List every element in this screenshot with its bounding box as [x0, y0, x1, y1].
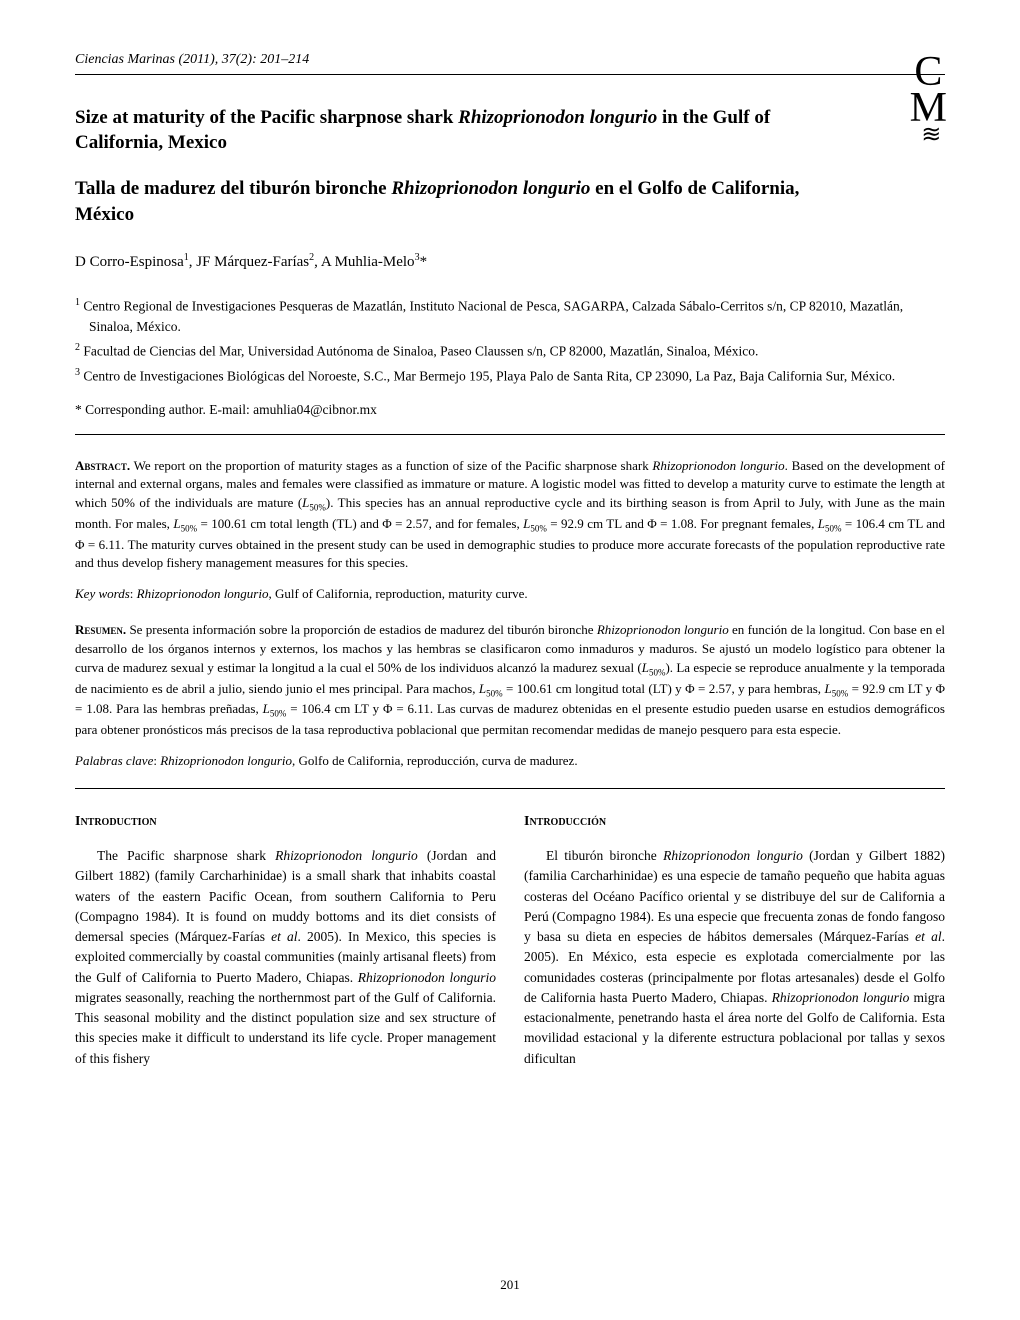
- journal-header: Ciencias Marinas (2011), 37(2): 201–214: [75, 50, 945, 70]
- title-en-pre: Size at maturity of the Pacific sharpnos…: [75, 107, 458, 128]
- authors: D Corro-Espinosa1, JF Márquez-Farías2, A…: [75, 251, 945, 273]
- intro-es-sp2: Rhizoprionodon longurio: [772, 990, 910, 1005]
- title-block: Size at maturity of the Pacific sharpnos…: [75, 105, 945, 228]
- title-spanish: Talla de madurez del tiburón bironche Rh…: [75, 176, 825, 227]
- title-en-species: Rhizoprionodon longurio: [458, 107, 657, 128]
- affiliation-2: 2 Facultad de Ciencias del Mar, Universi…: [75, 340, 945, 362]
- header-rule: [75, 74, 945, 75]
- abstract-spanish: Resumen. Se presenta información sobre l…: [75, 621, 945, 739]
- journal-name: Ciencias Marinas: [75, 52, 175, 67]
- author-1: D Corro-Espinosa: [75, 254, 184, 270]
- title-es-pre: Talla de madurez del tiburón bironche: [75, 178, 391, 199]
- intro-en-sp2: Rhizoprionodon longurio: [358, 970, 496, 985]
- logo-m: M: [910, 91, 945, 127]
- intro-en-sp: Rhizoprionodon longurio: [275, 848, 418, 863]
- two-column-body: Introduction The Pacific sharpnose shark…: [75, 811, 945, 1069]
- author-star: *: [420, 254, 428, 270]
- affil-2-text: Facultad de Ciencias del Mar, Universida…: [80, 344, 758, 359]
- journal-year: (2011): [178, 52, 214, 67]
- kw-en-sp: Rhizoprionodon longurio: [137, 586, 269, 601]
- keywords-spanish: Palabras clave: Rhizoprionodon longurio,…: [75, 752, 945, 770]
- abs-es-L1: L: [642, 660, 649, 675]
- abstract-top-rule: [75, 434, 945, 435]
- intro-en-para: The Pacific sharpnose shark Rhizoprionod…: [75, 846, 496, 1069]
- abs-es-sub1: 50%: [649, 668, 666, 678]
- kw-en-sep: :: [130, 586, 137, 601]
- intro-es-heading: Introducción: [524, 811, 945, 832]
- page-number: 201: [0, 1276, 1020, 1294]
- kw-en-label: Key words: [75, 586, 130, 601]
- abs-es-sub2: 50%: [486, 688, 503, 698]
- abstract-english: Abstract. We report on the proportion of…: [75, 457, 945, 574]
- affil-3-text: Centro de Investigaciones Biológicas del…: [80, 368, 895, 383]
- corresponding-author: * Corresponding author. E-mail: amuhlia0…: [75, 401, 945, 420]
- column-right: Introducción El tiburón bironche Rhizopr…: [524, 811, 945, 1069]
- abs-en-sub1: 50%: [309, 503, 326, 513]
- abstract-en-label: Abstract.: [75, 458, 130, 473]
- abs-en-L2: L: [173, 516, 180, 531]
- affiliation-1: 1 Centro Regional de Investigaciones Pes…: [75, 295, 945, 337]
- abs-en-L4: L: [818, 516, 825, 531]
- column-left: Introduction The Pacific sharpnose shark…: [75, 811, 496, 1069]
- abs-en-sub4: 50%: [825, 523, 842, 533]
- abs-es-L4: L: [263, 701, 270, 716]
- title-es-species: Rhizoprionodon longurio: [391, 178, 590, 199]
- kw-es-sp: Rhizoprionodon longurio: [160, 753, 292, 768]
- keywords-english: Key words: Rhizoprionodon longurio, Gulf…: [75, 585, 945, 603]
- abs-en-sp: Rhizoprionodon longurio: [652, 458, 784, 473]
- intro-es-t1: El tiburón bironche: [546, 848, 663, 863]
- journal-logo: C M ≋: [910, 55, 945, 146]
- abs-en-sub2: 50%: [181, 523, 198, 533]
- intro-es-para: El tiburón bironche Rhizoprionodon longu…: [524, 846, 945, 1069]
- abs-es-sub3: 50%: [832, 688, 849, 698]
- abs-es-p1: Se presenta información sobre la proporc…: [126, 622, 597, 637]
- abs-es-sp: Rhizoprionodon longurio: [597, 622, 729, 637]
- affiliation-3: 3 Centro de Investigaciones Biológicas d…: [75, 365, 945, 387]
- author-3: , A Muhlia-Melo: [314, 254, 414, 270]
- abstract-bottom-rule: [75, 788, 945, 789]
- intro-en-t1: The Pacific sharpnose shark: [97, 848, 275, 863]
- kw-es-label: Palabras clave: [75, 753, 153, 768]
- abs-es-L3: L: [824, 681, 831, 696]
- abs-en-p1: We report on the proportion of maturity …: [130, 458, 652, 473]
- intro-en-t4: migrates seasonally, reaching the northe…: [75, 990, 496, 1066]
- abstract-es-label: Resumen.: [75, 622, 126, 637]
- kw-es-rest: , Golfo de California, reproducción, cur…: [292, 753, 578, 768]
- abs-en-sub3: 50%: [530, 523, 547, 533]
- intro-en-heading: Introduction: [75, 811, 496, 832]
- intro-en-etal: et al: [271, 929, 297, 944]
- affiliations: 1 Centro Regional de Investigaciones Pes…: [75, 295, 945, 387]
- abs-en-p5: = 92.9 cm TL and Φ = 1.08. For pregnant …: [547, 516, 818, 531]
- abs-en-p4: = 100.61 cm total length (TL) and Φ = 2.…: [197, 516, 523, 531]
- kw-en-rest: , Gulf of California, reproduction, matu…: [268, 586, 527, 601]
- title-english: Size at maturity of the Pacific sharpnos…: [75, 105, 825, 156]
- abs-es-sub4: 50%: [270, 709, 287, 719]
- author-2: , JF Márquez-Farías: [189, 254, 309, 270]
- affil-1-text: Centro Regional de Investigaciones Pesqu…: [80, 299, 903, 334]
- abs-es-p4: = 100.61 cm longitud total (LT) y Φ = 2.…: [503, 681, 825, 696]
- intro-es-etal: et al: [915, 929, 942, 944]
- journal-issue: 37(2): 201–214: [222, 52, 310, 67]
- intro-es-sp: Rhizoprionodon longurio: [663, 848, 803, 863]
